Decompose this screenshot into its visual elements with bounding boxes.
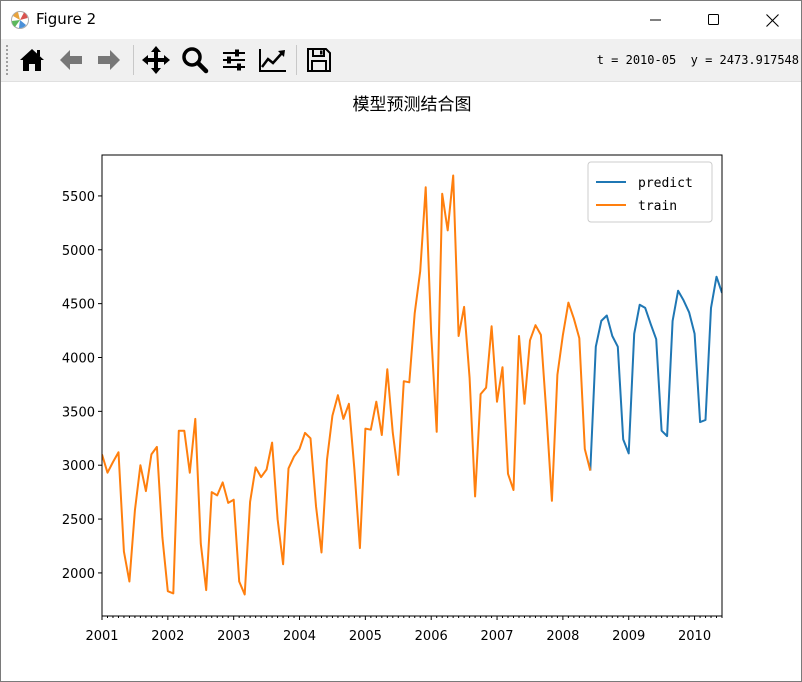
window-title: Figure 2 [36, 10, 97, 28]
edit-axes-button[interactable] [256, 43, 290, 77]
x-tick-label: 2007 [480, 629, 513, 644]
forward-button[interactable] [92, 43, 126, 77]
legend-label-train: train [638, 199, 677, 214]
navigation-toolbar: t = 2010-05 y = 2473.917548 [1, 39, 801, 82]
y-tick-label: 5500 [62, 190, 95, 205]
home-icon [20, 49, 44, 71]
minimize-icon [650, 19, 661, 21]
figure-canvas[interactable]: 模型预测结合图 2000 2500 3000 3500 4000 4500 5000 5500 2… [1, 82, 801, 681]
y-tick-label: 2000 [62, 567, 95, 582]
x-tick-label: 2003 [217, 629, 250, 644]
toolbar-separator [133, 45, 134, 75]
x-tick-label: 2008 [546, 629, 579, 644]
x-tick-label: 2001 [85, 629, 118, 644]
home-button[interactable] [15, 43, 49, 77]
y-tick-label: 2500 [62, 513, 95, 528]
chart: 模型预测结合图 2000 2500 3000 3500 4000 4500 5000 5500 2… [62, 95, 723, 644]
x-tick-label: 2004 [283, 629, 316, 644]
arrow-left-icon [60, 50, 82, 70]
y-tick-label: 5000 [62, 244, 95, 259]
arrow-right-icon [98, 50, 120, 70]
x-tick-label: 2002 [151, 629, 184, 644]
maximize-button[interactable] [685, 1, 743, 39]
coordinate-readout: t = 2010-05 y = 2473.917548 [596, 53, 799, 67]
legend-label-predict: predict [638, 176, 693, 191]
x-tick-label: 2006 [415, 629, 448, 644]
back-button[interactable] [54, 43, 88, 77]
y-tick-label: 3500 [62, 405, 95, 420]
x-tick-label: 2009 [612, 629, 645, 644]
toolbar-separator [296, 45, 297, 75]
y-tick-label: 4000 [62, 351, 95, 366]
pan-button[interactable] [139, 43, 173, 77]
y-tick-label: 3000 [62, 459, 95, 474]
close-icon [765, 13, 779, 27]
series-line-predict [589, 275, 722, 471]
title-bar[interactable]: Figure 2 [1, 1, 801, 39]
y-tick-label: 4500 [62, 298, 95, 313]
minimize-button[interactable] [627, 1, 685, 39]
save-button[interactable] [302, 43, 336, 77]
floppy-disk-icon [307, 48, 331, 72]
legend-box [587, 161, 713, 223]
move-icon [142, 46, 170, 74]
zoom-button[interactable] [178, 43, 212, 77]
axes-frame [101, 154, 723, 617]
matplotlib-logo-icon [11, 11, 29, 29]
series-line-train [102, 174, 592, 596]
maximize-icon [708, 14, 719, 25]
line-chart-icon [259, 49, 286, 72]
chart-title: 模型预测结合图 [353, 95, 472, 115]
sliders-icon [223, 49, 245, 71]
x-tick-label: 2005 [349, 629, 382, 644]
magnifier-icon [182, 47, 209, 74]
toolbar-grip[interactable] [5, 44, 9, 76]
x-tick-label: 2010 [678, 629, 711, 644]
close-button[interactable] [743, 1, 801, 39]
subplots-button[interactable] [217, 43, 251, 77]
